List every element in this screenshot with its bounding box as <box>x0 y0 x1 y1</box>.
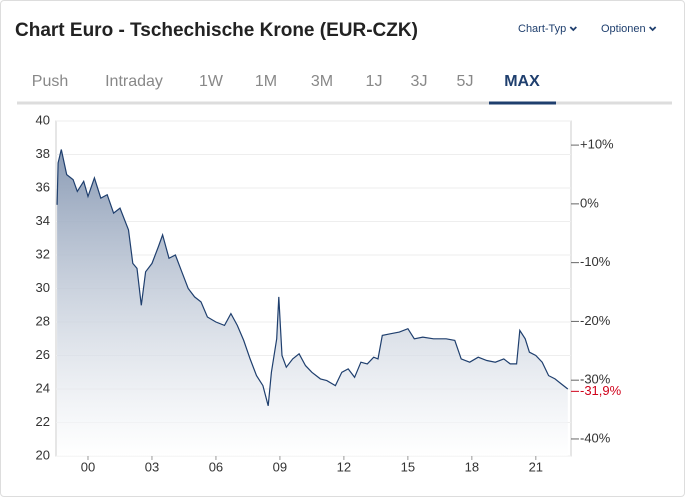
tab[interactable]: 3M <box>311 73 333 90</box>
menu-button[interactable]: Chart-Typ <box>518 23 566 35</box>
x-tick-label: 12 <box>337 459 351 474</box>
tab[interactable]: MAX <box>504 73 540 90</box>
y2-tick-label: -10% <box>580 254 611 269</box>
end-label: -31,9% <box>580 383 622 398</box>
tab[interactable]: Push <box>32 73 68 90</box>
tab[interactable]: 1M <box>255 73 277 90</box>
y-tick-label: 34 <box>36 213 50 228</box>
y-tick-label: 26 <box>36 347 50 362</box>
y-tick-label: 20 <box>36 447 50 462</box>
y2-tick-label: -20% <box>580 313 611 328</box>
x-tick-label: 03 <box>145 459 159 474</box>
tab[interactable]: Intraday <box>105 73 163 90</box>
tab[interactable]: 1J <box>366 73 383 90</box>
y-tick-label: 38 <box>36 146 50 161</box>
y-tick-label: 40 <box>36 112 50 127</box>
menu-button[interactable]: Optionen <box>601 23 646 35</box>
y2-tick-label: -30% <box>580 372 611 387</box>
x-tick-label: 00 <box>81 459 95 474</box>
tab[interactable]: 1W <box>199 73 224 90</box>
y-tick-label: 36 <box>36 179 50 194</box>
x-tick-label: 18 <box>465 459 479 474</box>
x-tick-label: 15 <box>401 459 415 474</box>
y2-tick-label: +10% <box>580 137 614 152</box>
x-tick-label: 06 <box>209 459 223 474</box>
y-tick-label: 32 <box>36 246 50 261</box>
x-tick-label: 09 <box>273 459 287 474</box>
dropdown-icon <box>649 26 657 32</box>
tab[interactable]: 5J <box>457 73 474 90</box>
y2-tick-label: -40% <box>580 430 611 445</box>
line <box>56 149 569 406</box>
tab[interactable]: 3J <box>411 73 428 90</box>
y2-tick-label: 0% <box>580 195 599 210</box>
y-tick-label: 22 <box>36 414 50 429</box>
dropdown-icon <box>569 26 577 32</box>
y-tick-label: 28 <box>36 313 50 328</box>
y-tick-label: 24 <box>36 380 50 395</box>
area <box>57 149 568 456</box>
chart-title: Chart Euro - Tschechische Krone (EUR-CZK… <box>15 20 418 41</box>
x-tick-label: 21 <box>529 459 543 474</box>
y-tick-label: 30 <box>36 280 50 295</box>
